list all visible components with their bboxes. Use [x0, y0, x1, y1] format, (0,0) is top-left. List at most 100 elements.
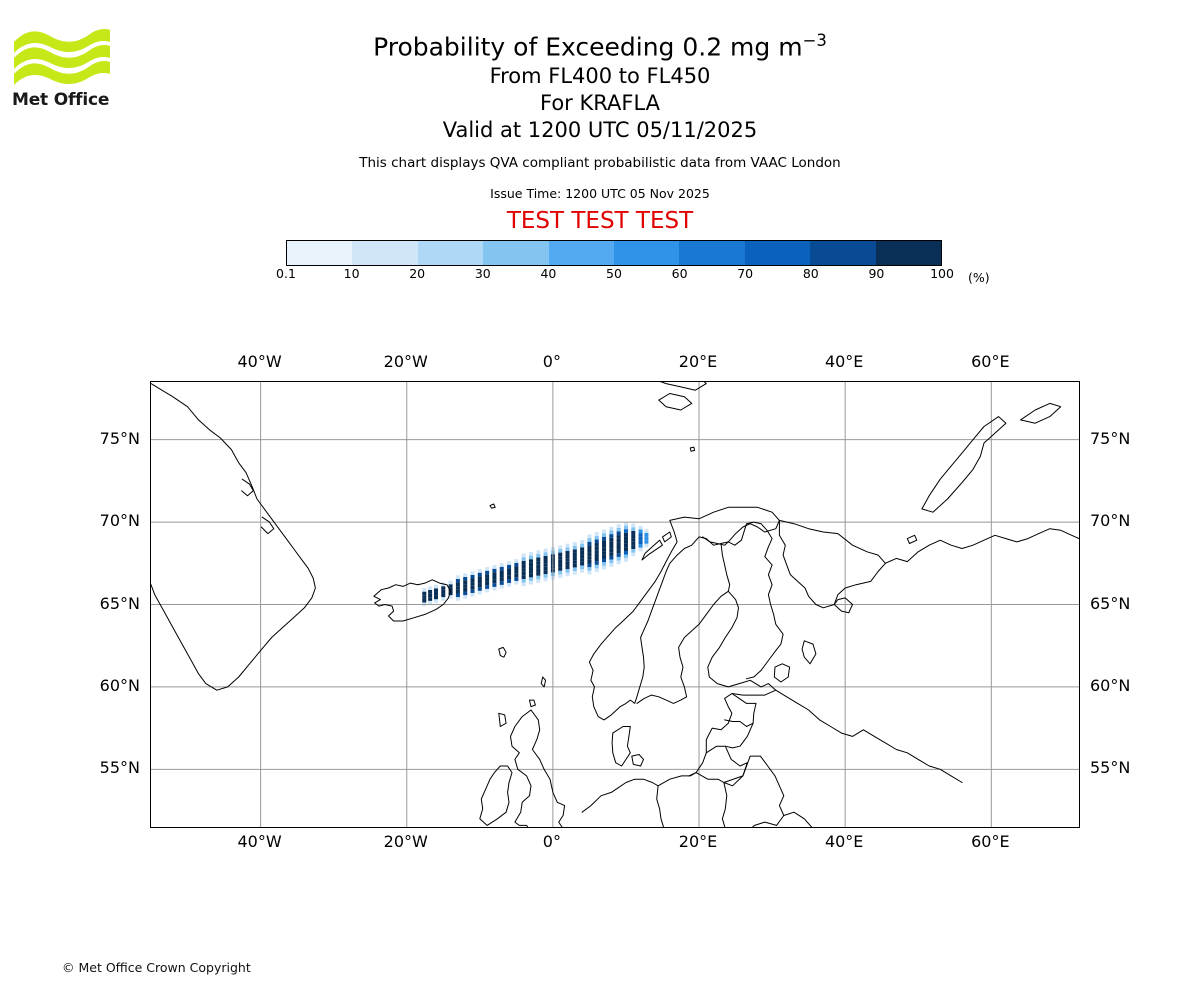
- plume-cell: [609, 563, 614, 567]
- plume-cell: [543, 555, 548, 560]
- plume-cell: [594, 550, 599, 554]
- plume-cell: [644, 532, 649, 537]
- plume-cell: [587, 538, 592, 542]
- plume-cell: [631, 552, 636, 557]
- plume-cell: [594, 564, 599, 569]
- plume-cell: [485, 588, 490, 593]
- plume-cell: [441, 589, 446, 594]
- plume-cell: [558, 570, 563, 575]
- plume-cell: [455, 578, 460, 583]
- page-title: Probability of Exceeding 0.2 mg m−3: [0, 24, 1200, 63]
- plume-cell: [428, 586, 433, 590]
- sweden-finland-border: [720, 543, 731, 592]
- map-panel[interactable]: [150, 381, 1080, 828]
- finland-border: [702, 521, 784, 680]
- plume-cell: [422, 598, 427, 603]
- plume-cell: [507, 575, 512, 580]
- plume-cell: [572, 552, 577, 557]
- met-office-waves-icon: [14, 29, 110, 85]
- plume-cell: [565, 561, 570, 566]
- lake-ladoga: [773, 663, 791, 683]
- plume-cell: [616, 524, 621, 528]
- plume-cell: [558, 545, 563, 549]
- plume-cell: [580, 547, 585, 551]
- plume-cell: [507, 579, 512, 583]
- plume-cell: [638, 533, 643, 537]
- plume-cell: [558, 559, 563, 564]
- plume-cell: [514, 577, 519, 581]
- coastlines: [151, 382, 1079, 827]
- colorbar-band-5: [614, 241, 680, 265]
- plume-cell: [587, 552, 592, 557]
- plume-cell: [428, 593, 433, 598]
- plume-cell: [455, 575, 460, 579]
- colorbar-tick-70: 70: [737, 266, 754, 281]
- lon-label-top-0: 40°W: [237, 352, 282, 371]
- plume-cell: [543, 563, 548, 567]
- colorbar-band-9: [875, 241, 942, 265]
- lon-label-top-1: 20°W: [383, 352, 428, 371]
- plume-cell: [499, 581, 504, 585]
- plume-cell: [428, 590, 433, 594]
- plume-cell: [492, 586, 497, 591]
- plume-cell: [602, 544, 607, 548]
- plume-cell: [631, 538, 636, 542]
- russia-arctic-coast: [884, 528, 1079, 564]
- plume-cell: [580, 561, 585, 566]
- plume-cell: [455, 582, 460, 587]
- plume-cell: [644, 536, 649, 541]
- plume-cell: [609, 552, 614, 556]
- plume-cell: [587, 545, 592, 549]
- plume-cell: [543, 548, 548, 553]
- lon-label-top-2: 0°: [542, 352, 561, 371]
- plume-cell: [463, 587, 468, 592]
- colorbar-band-8: [810, 241, 876, 265]
- colorbar-band-6: [679, 241, 745, 265]
- plume-cell: [623, 521, 628, 526]
- plume-cell: [580, 565, 585, 570]
- zealand: [631, 754, 644, 767]
- plume-cell: [528, 555, 533, 560]
- plume-cell: [631, 545, 636, 549]
- lat-label-left-0: 75°N: [99, 428, 140, 448]
- lat-label-left-4: 55°N: [99, 758, 140, 778]
- plume-cell: [528, 580, 533, 585]
- plume-cell: [631, 534, 636, 539]
- plume-cell: [528, 566, 533, 571]
- plume-cell: [644, 529, 649, 533]
- plume-cell: [572, 545, 577, 550]
- lat-label-right-2: 65°N: [1090, 593, 1131, 613]
- plume-cell: [572, 571, 577, 575]
- probability-colorbar: [286, 240, 942, 266]
- plume-cell: [587, 563, 592, 568]
- plume-cell: [565, 543, 570, 548]
- plume-cell: [543, 570, 548, 575]
- plume-cell: [623, 529, 628, 533]
- plume-cell: [609, 555, 614, 560]
- plume-cell: [433, 595, 438, 600]
- latvia-border: [705, 722, 754, 754]
- lat-label-left-2: 65°N: [99, 593, 140, 613]
- plume-cell: [485, 585, 490, 589]
- plume-cell: [499, 574, 504, 578]
- plume-cell: [602, 565, 607, 570]
- svalbard-south: [658, 393, 693, 411]
- colorbar-gradient: [286, 240, 942, 266]
- plume-cell: [616, 545, 621, 550]
- plume-cell: [609, 559, 614, 564]
- plume-cell: [631, 523, 636, 528]
- plume-cell: [499, 563, 504, 567]
- plume-cell: [536, 568, 541, 573]
- plume-cell: [477, 576, 482, 580]
- lon-label-bottom-3: 20°E: [678, 832, 718, 851]
- plume-cell: [616, 553, 621, 557]
- plume-cell: [543, 574, 548, 578]
- plume-cell: [477, 590, 482, 595]
- lat-label-left-3: 60°N: [99, 675, 140, 695]
- plume-cell: [536, 572, 541, 576]
- plume-cell: [536, 553, 541, 558]
- issue-time-label: Issue Time: 1200 UTC 05 Nov 2025: [490, 186, 710, 202]
- plume-cell: [485, 567, 490, 571]
- plume-cell: [521, 553, 526, 558]
- lon-label-bottom-4: 40°E: [824, 832, 864, 851]
